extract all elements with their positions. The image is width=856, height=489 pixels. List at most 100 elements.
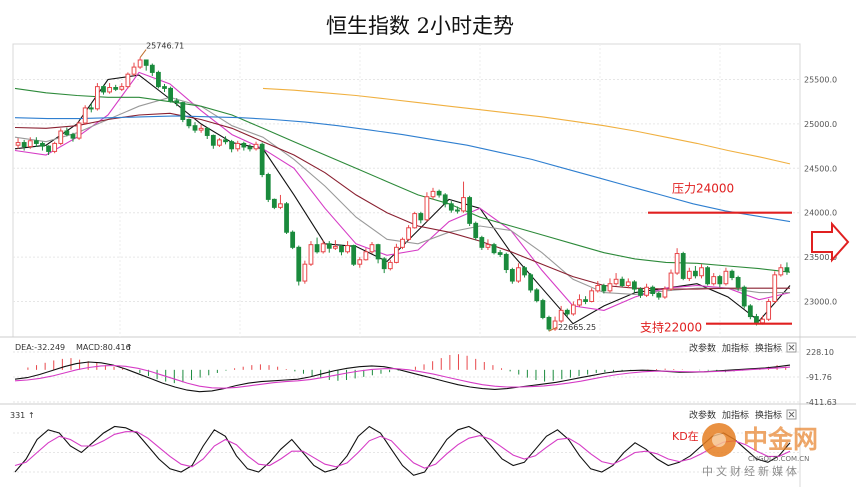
price-axis: 23000.0 23500.0 24000.0 24500.0 25000.0 25500… [804, 76, 837, 307]
kd-toolbar: 改参数 加指标 换指标 [689, 409, 797, 421]
kd-grid [13, 432, 800, 473]
candlestick [503, 252, 509, 274]
candlestick [88, 103, 94, 113]
candlestick [204, 127, 210, 140]
watermark-url: CNGOLD.COM.CN [748, 455, 809, 463]
candlestick [351, 244, 357, 266]
price-tick-label: 24500.0 [804, 164, 837, 173]
candlestick [46, 145, 51, 155]
kd-button-2[interactable]: 加指标 [722, 409, 749, 421]
candlestick [107, 83, 112, 94]
candlestick [290, 230, 296, 250]
candlestick [522, 265, 527, 278]
candlestick [58, 128, 64, 146]
kd-d-line [14, 431, 791, 469]
macd-chart [14, 354, 791, 393]
kd-chart [14, 425, 791, 476]
ma-line-green [14, 87, 791, 273]
macd-tick-label: -91.76 [806, 373, 832, 382]
candlestick [589, 288, 595, 303]
candlestick [711, 273, 717, 286]
candlestick [235, 140, 241, 152]
candlestick [247, 144, 253, 152]
macd-axis: 228.10 -91.76 -411.63 [806, 348, 837, 407]
candlestick [601, 283, 607, 294]
next-arrow-icon[interactable] [811, 221, 850, 263]
kd-param-label: 331 [10, 411, 25, 420]
candlestick [668, 269, 674, 291]
candlestick [241, 141, 247, 151]
macd-dea-line [14, 364, 791, 389]
candlestick [156, 70, 161, 89]
candlestick [253, 141, 259, 151]
candlestick [516, 263, 521, 283]
candlestick [784, 262, 790, 275]
candlestick [473, 221, 479, 241]
macd-grid [13, 351, 800, 403]
kd-k-line [14, 425, 791, 476]
candlestick [33, 137, 39, 147]
candlestick [308, 241, 314, 266]
candlestick [332, 240, 338, 250]
candlestick [400, 237, 405, 250]
candlestick [52, 141, 58, 154]
price-tick-label: 25000.0 [804, 120, 837, 129]
candlestick [534, 288, 540, 303]
candlestick [143, 59, 149, 71]
macd-dea-label: DEA:-32.249 [15, 343, 65, 352]
candlestick [381, 257, 387, 274]
candlestick [650, 285, 656, 297]
annotations: 25746.71 22665.25 压力24000 支持22000 [139, 42, 792, 335]
candlestick [607, 278, 613, 293]
candlestick [302, 260, 308, 284]
candlestick [76, 121, 82, 140]
candlestick [491, 242, 497, 255]
candlestick [631, 280, 637, 293]
candlestick [583, 296, 588, 305]
kd-up-arrow-icon: ↑ [28, 411, 35, 420]
candlestick [174, 98, 180, 107]
macd-tick-label: 228.10 [806, 348, 834, 357]
candlestick [509, 267, 515, 284]
candlestick [326, 241, 332, 253]
candlestick [662, 286, 668, 299]
ma-line-blue [14, 115, 791, 223]
candlestick [461, 181, 466, 213]
kd-close-icon[interactable] [786, 409, 797, 420]
candlestick [284, 202, 289, 235]
candlestick [345, 241, 350, 254]
candlestick [448, 201, 454, 213]
candlestick [638, 287, 643, 298]
candlestick [741, 285, 747, 309]
candlestick [686, 267, 692, 282]
moving-average-lines [14, 71, 791, 325]
candlestick [180, 101, 186, 123]
candlestick [149, 63, 155, 76]
candlestick [223, 136, 228, 145]
macd-button-3[interactable]: 换指标 [755, 342, 782, 354]
candlestick [699, 264, 704, 279]
candlestick [625, 278, 631, 289]
price-tick-label: 25500.0 [804, 76, 837, 85]
candlestick [210, 134, 216, 149]
candlestick [693, 265, 698, 279]
candlestick [168, 86, 174, 103]
macd-close-icon[interactable] [786, 342, 797, 353]
min-price-label: 22665.25 [558, 323, 596, 332]
macd-button-1[interactable]: 改参数 [689, 342, 716, 354]
macd-up-arrow-icon: ↑ [126, 343, 133, 352]
kd-button-1[interactable]: 改参数 [689, 409, 716, 421]
macd-header: DEA:-32.249 MACD:80.416 ↑ [15, 343, 133, 352]
macd-button-2[interactable]: 加指标 [722, 342, 749, 354]
candlestick [229, 139, 235, 153]
candlestick [412, 211, 418, 229]
candlestick [766, 298, 772, 322]
candlestick [162, 83, 167, 92]
candlestick [357, 257, 363, 268]
ma-line-gray [14, 96, 790, 295]
candlestick [595, 281, 601, 293]
kd-button-3[interactable]: 换指标 [755, 409, 782, 421]
candlestick [217, 138, 222, 147]
candlestick [467, 195, 473, 227]
